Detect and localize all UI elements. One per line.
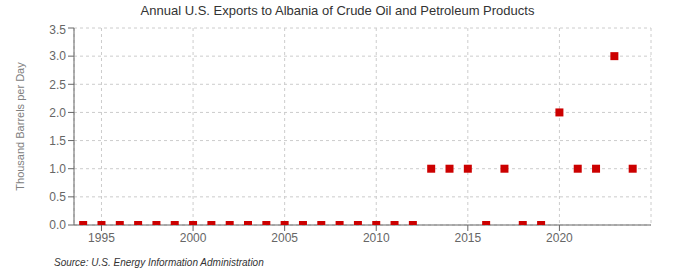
svg-text:1.0: 1.0 (49, 162, 66, 176)
svg-text:2.5: 2.5 (49, 78, 66, 92)
svg-text:Thousand Barrels per Day: Thousand Barrels per Day (14, 62, 26, 191)
html-text:Annual U.S. Exports to Albania: Annual U.S. Exports to Albania of Crude … (140, 3, 535, 18)
svg-text:2010: 2010 (363, 231, 390, 245)
svg-text:3.0: 3.0 (49, 49, 66, 63)
svg-text:2015: 2015 (454, 231, 481, 245)
svg-text:2005: 2005 (271, 231, 298, 245)
svg-text:1.5: 1.5 (49, 134, 66, 148)
svg-text:2020: 2020 (546, 231, 573, 245)
svg-text:3.5: 3.5 (49, 23, 66, 37)
html-text:Source: U.S. Energy Informatio: Source: U.S. Energy Information Administ… (54, 257, 264, 268)
svg-text:1995: 1995 (88, 231, 115, 245)
svg-text:2000: 2000 (180, 231, 207, 245)
svg-text:2.0: 2.0 (49, 106, 66, 120)
svg-text:0.0: 0.0 (49, 218, 66, 232)
svg-text:0.5: 0.5 (49, 190, 66, 204)
